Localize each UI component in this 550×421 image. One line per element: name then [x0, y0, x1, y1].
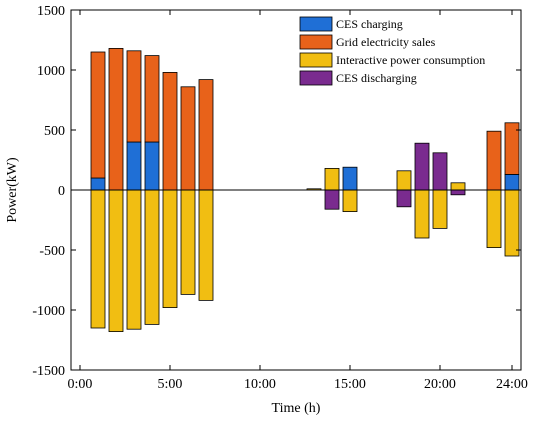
legend-label-3: CES discharging: [336, 71, 417, 85]
x-tick-label: 20:00: [424, 377, 456, 392]
legend: CES charging Grid electricity sales Intera…: [299, 16, 485, 86]
legend-label-2: Interactive power consumption: [336, 53, 485, 67]
bar-s0-h1: [90, 177, 106, 191]
bar-s1-h24: [504, 122, 520, 175]
y-tick-label: -1000: [32, 304, 65, 319]
bar-s2-h15: [342, 189, 358, 213]
bar-s0-h24: [504, 173, 520, 191]
ticks-layer: -1500 -1000 -500 0 500 1000 1500 0:00 5:00 10:00 1…: [32, 4, 528, 392]
bar-s2-h23: [486, 189, 502, 248]
x-axis-title: Time (h): [272, 401, 321, 416]
bar-s1-h6: [180, 86, 196, 191]
bar-s2-h18: [396, 170, 412, 191]
bar-s2-h19: [414, 189, 430, 239]
bar-s2-h6: [180, 189, 196, 295]
bar-s2-h14: [324, 167, 340, 191]
y-tick-label: 1000: [37, 64, 65, 79]
bar-s1-h3: [126, 50, 142, 143]
bar-s2-h7: [198, 189, 214, 301]
y-tick-label: 1500: [37, 4, 65, 19]
x-tick-label: 10:00: [244, 377, 276, 392]
y-tick-label: 500: [44, 124, 65, 139]
bar-s1-h23: [486, 130, 502, 191]
bar-s0-h15: [342, 166, 358, 191]
bar-s2-h1: [90, 189, 106, 329]
x-tick-label: 0:00: [68, 377, 93, 392]
x-tick-label: 15:00: [334, 377, 366, 392]
bar-s3-h20: [432, 152, 448, 191]
legend-label-1: Grid electricity sales: [336, 35, 436, 49]
bar-s1-h4: [144, 55, 160, 143]
bar-s0-h4: [144, 141, 160, 191]
bar-s2-h3: [126, 189, 142, 330]
bar-s2-h5: [162, 189, 178, 308]
y-tick-label: -1500: [32, 364, 65, 379]
x-tick-label: 5:00: [158, 377, 183, 392]
legend-swatch-3: [299, 70, 333, 86]
bar-s1-h2: [108, 48, 124, 191]
bar-s3-h14: [324, 189, 340, 210]
bars-layer: [90, 48, 520, 333]
bar-s2-h20: [432, 189, 448, 229]
y-axis-title: Power(kW): [5, 157, 20, 223]
bar-s2-h24: [504, 189, 520, 257]
y-tick-label: 0: [58, 184, 65, 199]
legend-label-0: CES charging: [336, 17, 403, 31]
bar-s3-h18: [396, 189, 412, 208]
legend-swatch-2: [299, 52, 333, 68]
y-tick-label: -500: [39, 244, 65, 259]
bar-s2-h2: [108, 189, 124, 333]
bar-s0-h3: [126, 141, 142, 191]
bar-s1-h5: [162, 72, 178, 191]
bar-s3-h21: [450, 189, 466, 196]
bar-s3-h19: [414, 142, 430, 191]
legend-swatch-1: [299, 34, 333, 50]
legend-swatch-0: [299, 16, 333, 32]
bar-s1-h1: [90, 51, 106, 179]
bar-s2-h21: [450, 182, 466, 191]
x-tick-label: 24:00: [496, 377, 528, 392]
bar-s1-h7: [198, 79, 214, 191]
bar-s2-h4: [144, 189, 160, 325]
